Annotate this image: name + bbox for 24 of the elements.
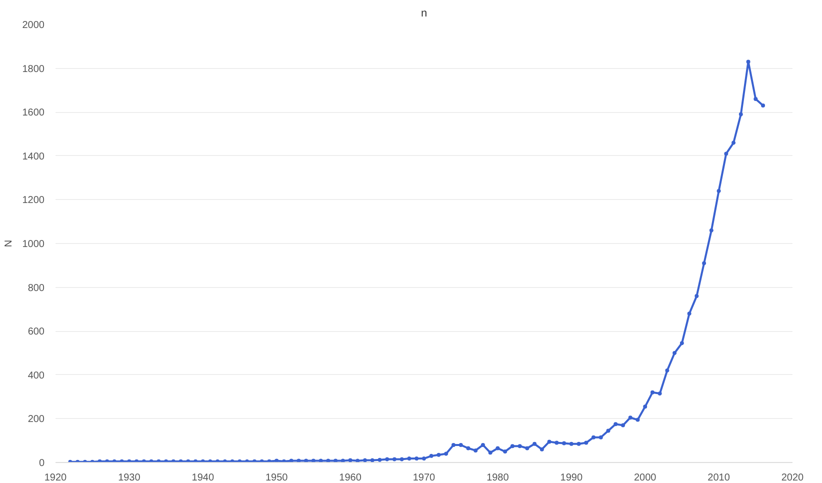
y-tick-label: 200	[28, 414, 45, 426]
x-tick-label: 1940	[192, 472, 214, 483]
x-tick-label: 1960	[339, 472, 362, 483]
y-tick-label: 800	[28, 282, 45, 294]
x-tick-label: 2020	[781, 472, 804, 483]
y-tick-label: 1600	[22, 108, 45, 119]
x-tick-label: 1980	[486, 472, 510, 483]
x-tick-label: 1970	[412, 472, 436, 483]
y-tick-label: 1200	[22, 195, 45, 206]
x-tick-label: 1920	[44, 472, 68, 483]
y-axis-title: N	[3, 240, 14, 248]
y-tick-label: 1400	[22, 151, 45, 162]
x-tick-label: 2000	[634, 472, 657, 483]
y-tick-label: 1000	[22, 239, 45, 250]
x-tick-label: 1930	[118, 472, 141, 483]
y-tick-label: 2000	[22, 20, 45, 31]
y-tick-label: 1800	[22, 64, 45, 75]
x-tick-label: 1950	[265, 472, 288, 483]
y-tick-label: 0	[38, 458, 45, 469]
y-tick-label: 600	[28, 326, 45, 338]
chart-title: n	[420, 8, 428, 20]
x-tick-label: 1990	[560, 472, 583, 483]
x-tick-label: 2010	[708, 472, 730, 483]
y-tick-label: 400	[28, 370, 45, 382]
